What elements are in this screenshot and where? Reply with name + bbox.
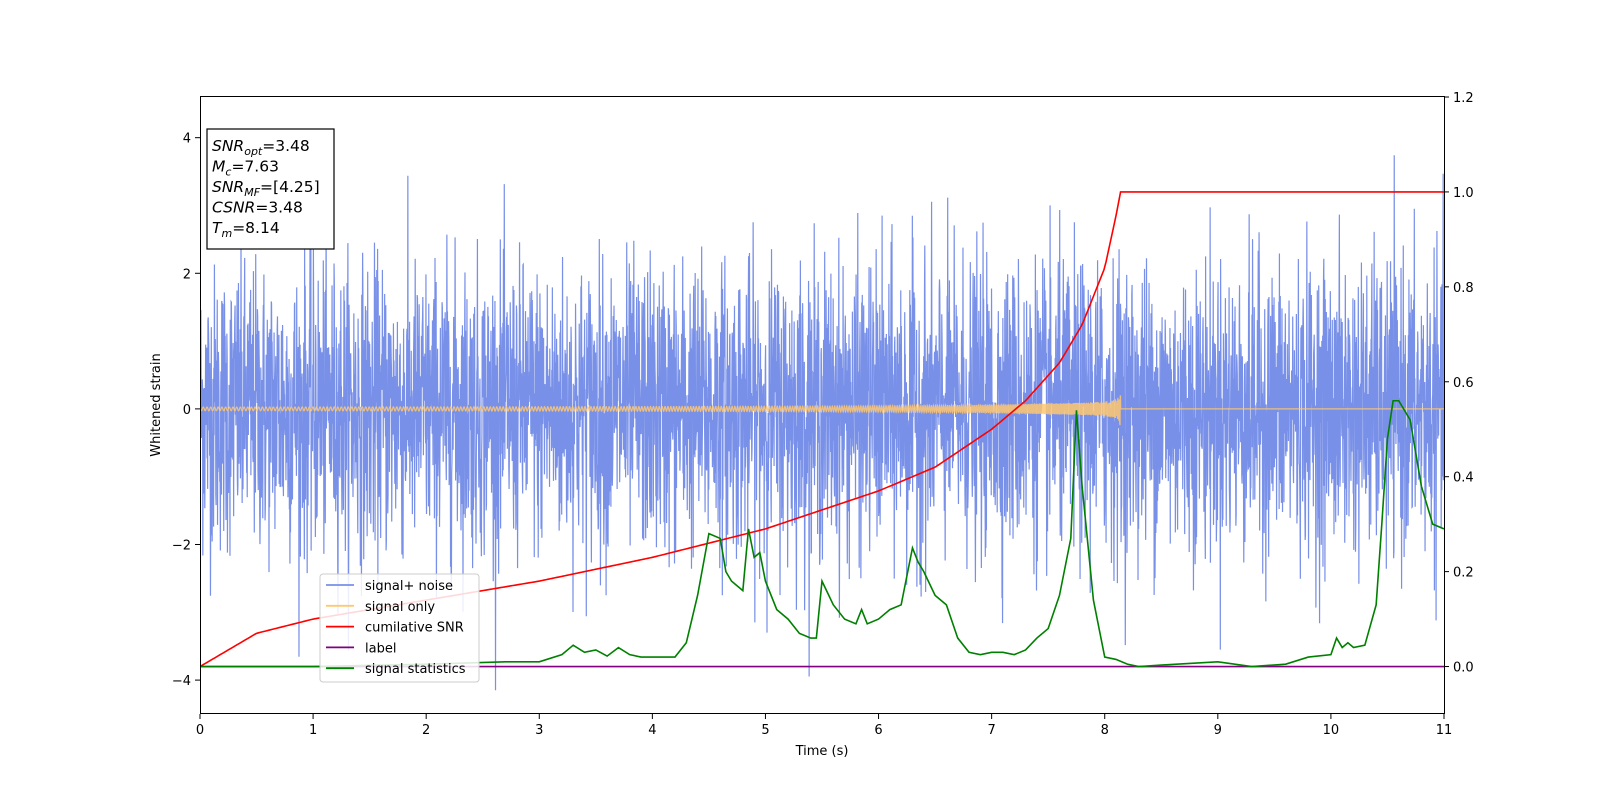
y-axis-left: 4 2 0 −2 −4 <box>172 132 200 689</box>
y2-tick-label: 1.2 <box>1453 91 1474 106</box>
legend-label: cumilative SNR <box>365 621 464 636</box>
legend-label: signal statistics <box>365 662 466 677</box>
y-tick-label: 0 <box>183 403 191 418</box>
legend-label: signal+ noise <box>365 579 453 594</box>
y2-tick-label: 0.0 <box>1453 661 1474 676</box>
x-tick-label: 9 <box>1214 723 1222 738</box>
x-tick-label: 0 <box>196 723 204 738</box>
y-axis-right: 1.2 1.0 0.8 0.6 0.4 0.2 0.0 <box>1444 91 1474 676</box>
x-tick-label: 11 <box>1436 723 1453 738</box>
y2-tick-label: 0.2 <box>1453 566 1474 581</box>
legend-frame <box>319 573 480 683</box>
x-tick-label: 5 <box>761 723 769 738</box>
legend-label: label <box>365 641 396 656</box>
y2-tick-label: 1.0 <box>1453 186 1474 201</box>
legend: signal+ noise signal only cumilative SNR la… <box>319 573 480 683</box>
x-axis-label: Time (s) <box>795 744 849 759</box>
legend-label: signal only <box>365 600 435 615</box>
y2-tick-label: 0.4 <box>1453 471 1474 486</box>
info-line: Tm=8.14 <box>212 219 280 240</box>
plot-frame <box>200 96 1445 714</box>
info-line: Mc=7.63 <box>212 158 279 179</box>
series-signal-only <box>200 395 1444 426</box>
y2-tick-label: 0.6 <box>1453 376 1474 391</box>
info-line: SNRopt=3.48 <box>212 137 310 158</box>
info-line: CSNR=3.48 <box>212 199 303 217</box>
y-tick-label: 2 <box>183 267 191 282</box>
series-signal-noise <box>200 155 1444 691</box>
y-tick-label: −2 <box>172 538 191 553</box>
y2-tick-label: 0.8 <box>1453 281 1474 296</box>
x-tick-label: 1 <box>309 723 317 738</box>
x-tick-label: 8 <box>1101 723 1109 738</box>
x-tick-label: 4 <box>648 723 656 738</box>
y-tick-label: −4 <box>172 674 191 689</box>
x-tick-label: 3 <box>535 723 543 738</box>
x-tick-label: 6 <box>874 723 882 738</box>
x-tick-label: 7 <box>987 723 995 738</box>
info-line: SNRMF=[4.25] <box>212 178 320 199</box>
x-tick-label: 10 <box>1323 723 1340 738</box>
y-axis-label: Whitened strain <box>149 353 164 456</box>
series-signal-statistics <box>200 399 1444 668</box>
y-tick-label: 4 <box>183 132 191 147</box>
x-axis: 0 1 2 3 4 5 6 7 8 9 10 11 <box>196 714 1452 738</box>
info-box-frame <box>206 128 335 250</box>
x-tick-label: 2 <box>422 723 430 738</box>
